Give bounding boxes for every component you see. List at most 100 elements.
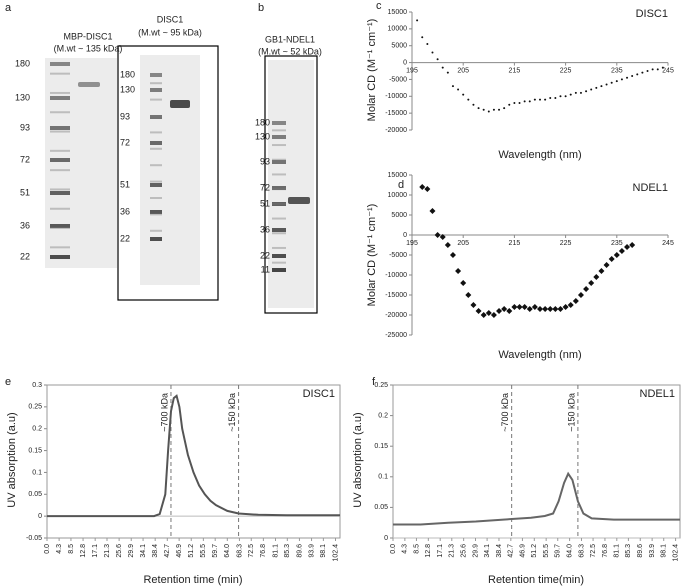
ladder-band (150, 88, 162, 92)
x-tick-label: 55.5 (200, 544, 207, 558)
ladder-band (150, 141, 162, 145)
data-point (439, 234, 446, 240)
marker-label: 36 (260, 224, 270, 234)
data-point (590, 88, 593, 91)
data-point (467, 98, 470, 101)
data-point (416, 19, 419, 22)
ladder-band (50, 130, 70, 133)
ladder-band (150, 197, 162, 199)
ladder-band (272, 254, 286, 258)
data-point (641, 71, 644, 74)
sample-band (170, 100, 190, 108)
data-point (460, 280, 467, 286)
data-point (572, 298, 579, 304)
data-point (552, 306, 559, 312)
ladder-band (150, 73, 162, 77)
plot-frame (392, 384, 681, 539)
data-point (656, 68, 659, 71)
ladder-band (50, 191, 70, 195)
gel-subtitle: (M.wt ~ 95 kDa) (138, 27, 202, 37)
marker-label: 36 (20, 220, 30, 230)
ladder-band (272, 202, 286, 206)
data-point (482, 108, 485, 111)
data-point (547, 306, 554, 312)
ladder-band (272, 246, 286, 249)
data-point (531, 304, 538, 310)
panel-label: f (372, 376, 376, 388)
data-point (608, 256, 615, 262)
gel-subtitle: (M.wt ~ 135 kDa) (54, 43, 123, 53)
data-point (490, 312, 497, 318)
data-point (421, 36, 424, 39)
x-tick-label: 98.1 (320, 544, 327, 558)
data-point (598, 268, 605, 274)
x-tick-label: 245 (662, 67, 674, 74)
ladder-band (150, 82, 162, 85)
marker-label: 180 (255, 117, 270, 127)
ladder-band (50, 96, 70, 100)
x-tick-label: 42.7 (508, 544, 515, 558)
data-point (585, 90, 588, 93)
gel-background (45, 58, 117, 268)
x-tick-label: 29.9 (128, 544, 135, 558)
data-point (475, 308, 482, 314)
ladder-band (150, 147, 162, 150)
marker-label: 130 (15, 92, 30, 102)
y-tick-label: 15000 (388, 9, 408, 16)
marker-label: 11 (261, 264, 270, 274)
annotation: NDEL1 (640, 388, 675, 400)
marker-label: 93 (20, 122, 30, 132)
data-point (661, 66, 664, 69)
ladder-band (272, 135, 286, 139)
ladder-band (272, 121, 286, 125)
data-point (554, 96, 557, 99)
gel-title: DISC1 (157, 14, 184, 24)
marker-label: 51 (20, 187, 30, 197)
gel-background (140, 55, 200, 285)
x-tick-label: 17.1 (92, 544, 99, 558)
panel-label: e (5, 376, 11, 388)
x-tick-label: 4.3 (56, 544, 63, 554)
marker-label: 72 (20, 154, 30, 164)
y-tick-label: 0 (384, 535, 388, 542)
x-axis-label: Retention time (min) (143, 574, 242, 586)
data-point (521, 304, 528, 310)
size-marker-label: ~700 kDa (500, 393, 510, 432)
y-tick-label: -20000 (385, 127, 407, 134)
size-marker-label: ~150 kDa (566, 393, 576, 432)
ladder-band (50, 169, 70, 172)
x-tick-label: 195 (406, 67, 418, 74)
data-point (426, 43, 429, 46)
data-point (533, 98, 536, 101)
x-tick-label: 59.7 (555, 544, 562, 558)
y-tick-label: 0.2 (32, 426, 42, 433)
y-tick-label: -5000 (389, 76, 407, 83)
marker-label: 130 (120, 84, 135, 94)
y-tick-label: 0 (403, 232, 407, 239)
data-point (613, 252, 620, 258)
data-point (419, 184, 426, 190)
annotation: DISC1 (636, 8, 668, 20)
x-tick-label: 64.0 (566, 544, 573, 558)
data-point (436, 58, 439, 61)
x-tick-label: 72.5 (248, 544, 255, 558)
x-tick-label: 21.3 (104, 544, 111, 558)
data-point (496, 308, 503, 314)
x-tick-label: 76.8 (260, 544, 267, 558)
marker-label: 51 (120, 179, 130, 189)
x-tick-label: 59.7 (212, 544, 219, 558)
x-tick-label: 25.6 (116, 544, 123, 558)
x-tick-label: 72.5 (590, 544, 597, 558)
x-tick-label: 98.1 (661, 544, 668, 558)
x-tick-label: 89.6 (637, 544, 644, 558)
y-tick-label: -25000 (385, 332, 407, 339)
data-point (446, 71, 449, 74)
ladder-band (272, 188, 286, 191)
marker-label: 72 (260, 182, 270, 192)
x-tick-label: 235 (611, 240, 623, 247)
ladder-band (50, 188, 70, 191)
data-point (562, 304, 569, 310)
data-point (618, 248, 625, 254)
data-point (615, 80, 618, 83)
